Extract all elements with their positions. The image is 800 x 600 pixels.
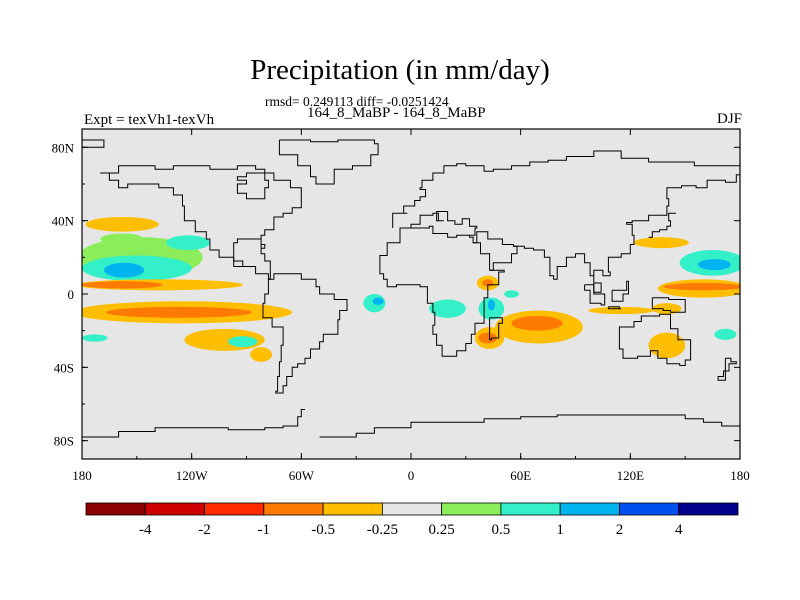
x-tick-label: 60E xyxy=(510,468,531,483)
x-tick-label: 60W xyxy=(289,468,315,483)
map-background xyxy=(82,129,740,459)
colorbar-label: -0.5 xyxy=(311,522,335,538)
x-tick-label: 180 xyxy=(72,468,92,483)
x-tick-label: 120E xyxy=(617,468,645,483)
coastline xyxy=(651,297,686,313)
colorbar-label: 2 xyxy=(616,522,624,538)
colorbar-label: 4 xyxy=(675,522,683,538)
coastline xyxy=(618,313,692,366)
x-tick-label: 120W xyxy=(176,468,209,483)
coastline xyxy=(648,212,676,238)
anomaly-region xyxy=(697,259,731,271)
coastline xyxy=(584,284,606,306)
anomaly-region xyxy=(105,306,252,318)
coastline xyxy=(100,172,243,267)
case-label: 164_8_MaBP - 164_8_MaBP xyxy=(307,105,486,121)
colorbar-swatch xyxy=(204,502,265,516)
coastline xyxy=(319,414,740,438)
anomaly-region xyxy=(588,306,655,315)
colorbar-swatch xyxy=(263,502,324,516)
coastline xyxy=(262,273,348,394)
anomaly-region xyxy=(429,299,466,318)
colorbar-swatch xyxy=(559,502,620,516)
colorbar-label: -2 xyxy=(198,522,211,538)
colorbar-swatch xyxy=(619,502,680,516)
y-tick-label: 80N xyxy=(52,140,75,155)
coastline xyxy=(489,317,503,341)
coastline xyxy=(82,139,105,148)
anomaly-region xyxy=(648,332,686,359)
y-tick-label: 40S xyxy=(54,360,74,375)
colorbar-swatch xyxy=(322,502,383,516)
coastline xyxy=(611,280,629,302)
colorbar-swatch xyxy=(85,502,146,516)
coastline xyxy=(82,409,305,438)
colorbar-swatch xyxy=(441,502,502,516)
x-axis: 180 120W 60W 0 60E 120E 180 xyxy=(72,129,750,483)
coastlines xyxy=(82,139,740,438)
anomaly-region xyxy=(228,336,258,348)
experiment-label: Expt = texVh1-texVh xyxy=(84,112,215,128)
anomaly-region xyxy=(82,281,163,289)
season-label: DJF xyxy=(716,111,742,127)
colorbar-swatch xyxy=(144,502,205,516)
anomaly-region xyxy=(82,334,108,342)
anomaly-region xyxy=(504,290,519,298)
anomaly-region xyxy=(250,347,273,362)
x-tick-label: 180 xyxy=(730,468,750,483)
colorbar-swatch xyxy=(381,502,443,516)
chart-title: Precipitation (in mm/day) xyxy=(250,54,550,86)
anomaly-region xyxy=(103,262,145,278)
x-tick-label: 0 xyxy=(408,468,415,483)
anomaly-region xyxy=(663,283,740,291)
coastline xyxy=(379,225,505,357)
coastline xyxy=(513,171,740,293)
anomaly-region xyxy=(511,316,563,331)
coastline xyxy=(717,357,737,381)
anomaly-region xyxy=(714,328,737,340)
colorbar: -4 -2 -1 -0.5 -0.25 0.25 0.5 1 2 4 xyxy=(85,502,739,538)
y-tick-label: 0 xyxy=(68,287,75,302)
y-tick-label: 40N xyxy=(52,214,75,229)
anomaly-region xyxy=(487,299,496,311)
y-axis: 80N 40N 0 40S 80S xyxy=(52,140,740,449)
colorbar-label: 0.5 xyxy=(492,522,511,538)
coastline xyxy=(392,150,740,228)
coastline xyxy=(400,211,478,238)
colorbar-label: 0.25 xyxy=(429,522,455,538)
coastline xyxy=(278,139,379,185)
anomaly-region xyxy=(85,217,159,232)
anomaly-region xyxy=(633,237,689,249)
colorbar-swatch xyxy=(678,502,739,516)
anomaly-region xyxy=(372,297,384,306)
colorbar-label: -1 xyxy=(258,522,271,538)
colorbar-label: 1 xyxy=(556,522,564,538)
colorbar-label: -0.25 xyxy=(367,522,398,538)
anomaly-regions xyxy=(82,217,740,362)
anomaly-region xyxy=(652,303,682,315)
stats-label: rmsd= 0.249113 diff= -0.0251424 xyxy=(265,94,449,109)
coastline xyxy=(473,231,518,271)
coastline xyxy=(607,306,622,310)
y-tick-label: 80S xyxy=(54,434,74,449)
colorbar-label: -4 xyxy=(139,522,152,538)
colorbar-swatch xyxy=(500,502,561,516)
coastline xyxy=(100,165,302,280)
anomaly-region xyxy=(478,332,497,344)
anomaly-region xyxy=(166,235,210,251)
